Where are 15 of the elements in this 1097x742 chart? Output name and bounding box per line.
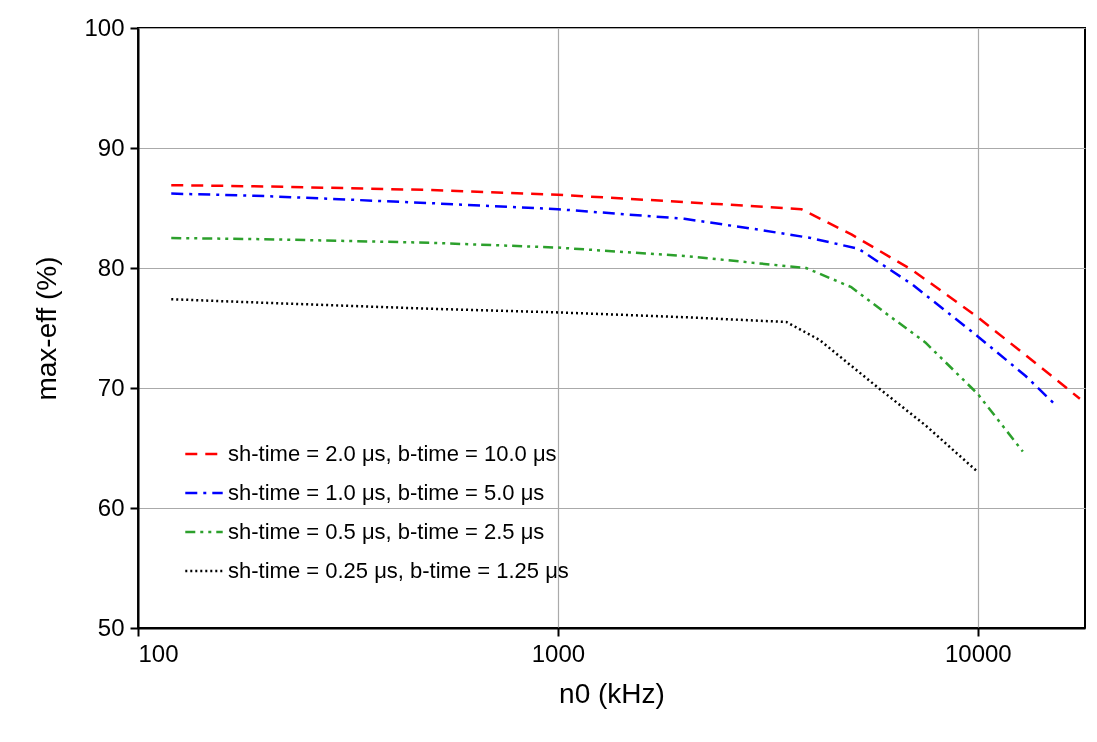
y-tick-label: 50 <box>97 613 125 641</box>
y-tick-label: 90 <box>97 133 125 161</box>
x-axis-title: n0 (kHz) <box>559 677 665 709</box>
y-tick-label: 80 <box>97 253 125 281</box>
x-tick-label: 1000 <box>531 639 586 667</box>
legend-label: sh-time = 0.25 μs, b-time = 1.25 μs <box>228 558 569 583</box>
legend-label: sh-time = 0.5 μs, b-time = 2.5 μs <box>228 519 545 544</box>
y-tick-label: 60 <box>97 493 125 521</box>
legend-label: sh-time = 2.0 μs, b-time = 10.0 μs <box>228 441 557 466</box>
x-tick-label: 10000 <box>944 639 1012 667</box>
legend-label: sh-time = 1.0 μs, b-time = 5.0 μs <box>228 480 545 505</box>
y-tick-label: 70 <box>97 373 125 401</box>
x-tick-label: 100 <box>138 639 179 667</box>
y-tick-label: 100 <box>84 13 125 41</box>
y-axis-title: max-eff (%) <box>31 256 63 401</box>
